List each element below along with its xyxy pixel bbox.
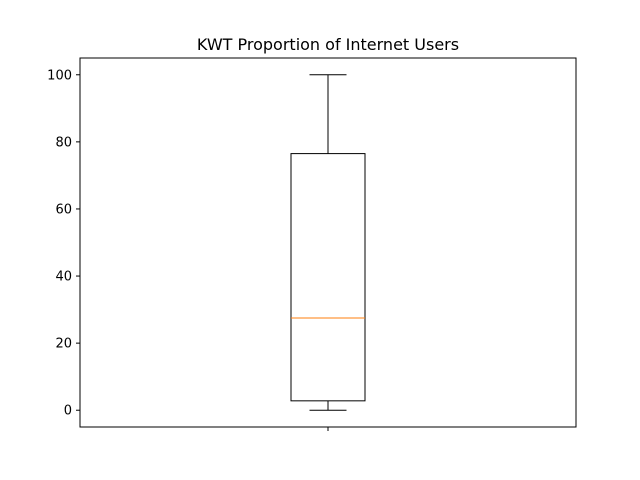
y-tick-label: 0	[64, 404, 72, 419]
axes-frame	[79, 57, 577, 428]
chart-title: KWT Proportion of Internet Users	[197, 35, 459, 54]
axis-ticks: 0 20 40 60 80 100	[47, 68, 329, 431]
y-tick-label: 60	[55, 202, 72, 217]
box-plot-series	[290, 74, 366, 411]
y-tick-label: 40	[55, 270, 72, 285]
y-tick-label: 100	[47, 68, 72, 83]
y-tick-label: 80	[55, 135, 72, 150]
y-tick-label: 20	[55, 337, 72, 352]
interquartile-box	[290, 153, 366, 402]
